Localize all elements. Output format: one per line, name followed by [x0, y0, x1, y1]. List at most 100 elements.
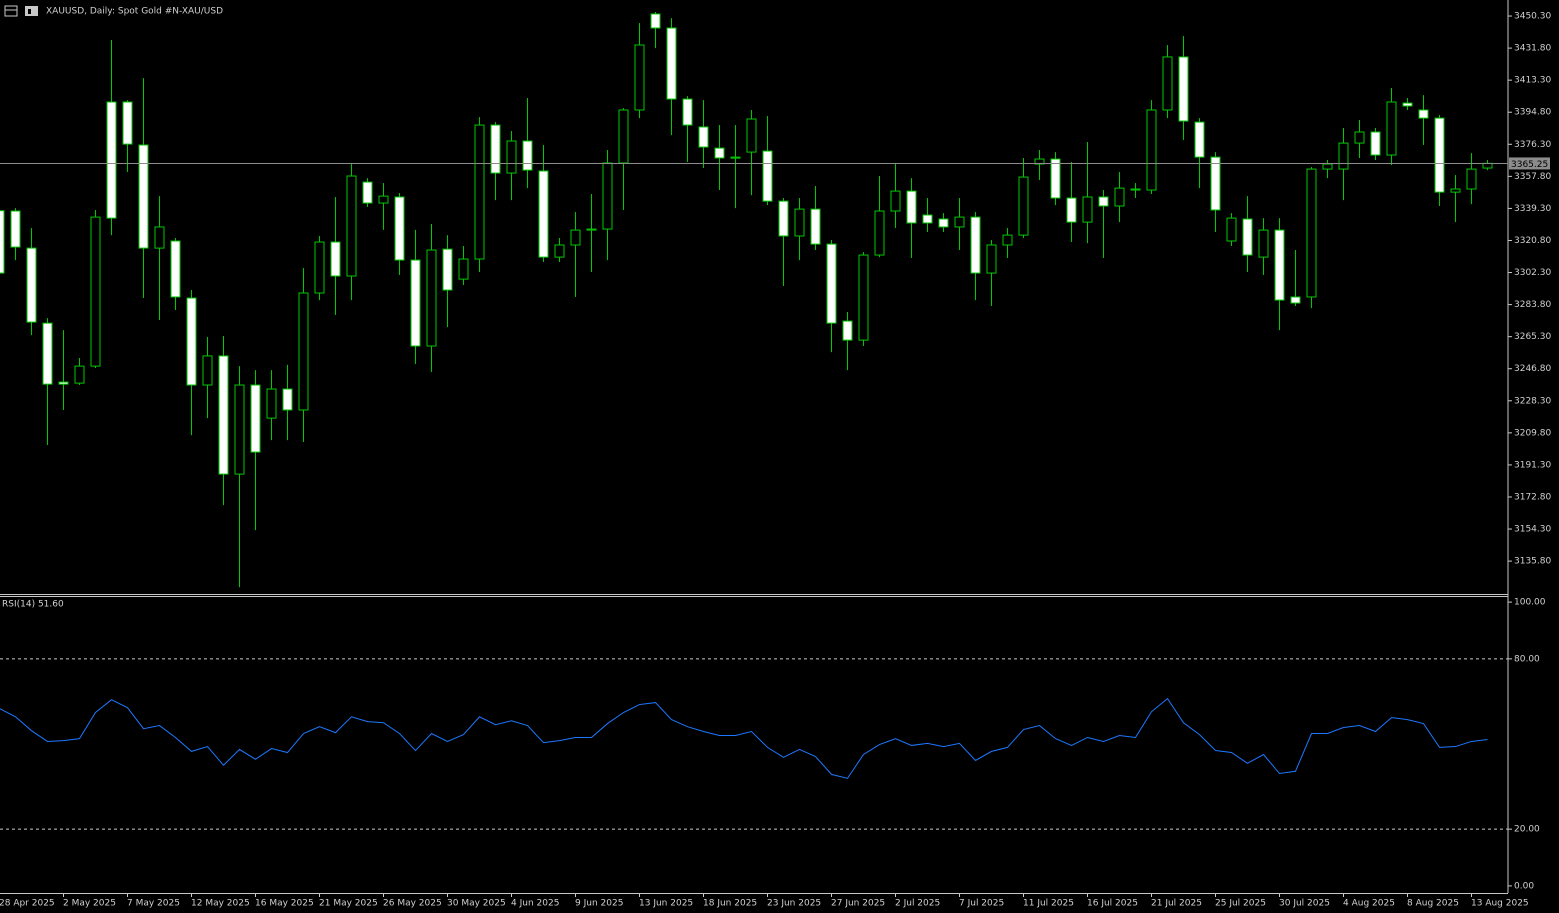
- y-tick-label: 3394.80: [1514, 108, 1551, 118]
- y-tick-label: 3320.80: [1514, 236, 1551, 246]
- y-tick-label: 3135.80: [1514, 557, 1551, 567]
- candle-body: [858, 254, 869, 341]
- y-tick-label: 3283.80: [1514, 300, 1551, 310]
- candle-body: [154, 226, 165, 249]
- indicator-title: RSI(14) 51.60: [2, 600, 64, 610]
- x-tick-label: 30 Jul 2025: [1279, 899, 1330, 909]
- y-tick-label: 3265.30: [1514, 332, 1551, 342]
- candle-body: [1130, 188, 1141, 191]
- x-tick-label: 2 Jul 2025: [895, 899, 940, 909]
- candle-body: [74, 365, 85, 384]
- candle-body: [42, 322, 53, 385]
- candle-body: [1050, 158, 1061, 199]
- candle-body: [170, 240, 181, 298]
- candle-body: [746, 118, 757, 153]
- x-tick-label: 7 Jul 2025: [959, 899, 1004, 909]
- y-tick-label: 3431.80: [1514, 44, 1551, 54]
- candle-body: [874, 210, 885, 256]
- candle-body: [218, 355, 229, 475]
- candle-body: [1402, 102, 1413, 107]
- candle-body: [1482, 162, 1493, 169]
- y-tick-label: 3154.30: [1514, 525, 1551, 535]
- candle-body: [10, 210, 21, 248]
- icon: [25, 6, 38, 16]
- x-tick-label: 11 Jul 2025: [1023, 899, 1074, 909]
- candle-body: [346, 175, 357, 277]
- x-tick-label: 4 Aug 2025: [1343, 899, 1395, 909]
- candle-body: [1466, 168, 1477, 190]
- candle-body: [1306, 168, 1317, 298]
- candle-body: [1370, 131, 1381, 156]
- y-tick-label: 3172.80: [1514, 492, 1551, 502]
- x-tick-label: 8 Aug 2025: [1407, 899, 1459, 909]
- y-tick-label: 3191.30: [1514, 460, 1551, 470]
- candle-body: [778, 200, 789, 237]
- candle-body: [1082, 196, 1093, 223]
- candle-body: [362, 181, 373, 204]
- candle-body: [282, 388, 293, 411]
- candle-body: [138, 144, 149, 249]
- candle-body: [1418, 109, 1429, 119]
- x-tick-label: 13 Aug 2025: [1471, 899, 1529, 909]
- candle-body: [1066, 197, 1077, 223]
- candle-body: [1354, 131, 1365, 144]
- candle-body: [714, 147, 725, 159]
- x-tick-label: 12 May 2025: [191, 899, 250, 909]
- candle-body: [794, 208, 805, 237]
- candle-body: [442, 248, 453, 291]
- candle-body: [682, 98, 693, 126]
- candle-body: [666, 27, 677, 100]
- candle-body: [298, 292, 309, 411]
- y-tick-label: 20.00: [1514, 825, 1540, 835]
- candle-body: [634, 44, 645, 111]
- candle-body: [890, 190, 901, 212]
- x-tick-label: 16 Jul 2025: [1087, 899, 1138, 909]
- candle-body: [730, 156, 741, 159]
- candle-body: [906, 190, 917, 224]
- candle-body: [650, 13, 661, 29]
- candle-body: [378, 195, 389, 204]
- x-tick-label: 18 Jun 2025: [703, 899, 757, 909]
- x-tick-label: 21 Jul 2025: [1151, 899, 1202, 909]
- candle-body: [26, 247, 37, 323]
- y-tick-label: 3339.30: [1514, 204, 1551, 214]
- candle-body: [1242, 218, 1253, 256]
- candle-body: [618, 109, 629, 164]
- candle-body: [106, 101, 117, 219]
- x-tick-label: 7 May 2025: [127, 899, 180, 909]
- candle-body: [1034, 158, 1045, 165]
- candle-body: [250, 384, 261, 453]
- y-tick-label: 3302.30: [1514, 268, 1551, 278]
- symbol-icons: [4, 5, 38, 17]
- candle-body: [922, 214, 933, 224]
- y-tick-label: 3450.30: [1514, 12, 1551, 22]
- y-tick-label: 80.00: [1514, 654, 1540, 664]
- candle-body: [1194, 121, 1205, 158]
- candle-body: [1450, 188, 1461, 193]
- candle-body: [122, 101, 133, 145]
- x-tick-label: 23 Jun 2025: [767, 899, 821, 909]
- candle-body: [58, 381, 69, 385]
- candle-body: [234, 384, 245, 475]
- candle-body: [0, 210, 5, 274]
- candle-body: [1322, 163, 1333, 170]
- candle-body: [1098, 196, 1109, 207]
- candle-body: [266, 388, 277, 419]
- candle-body: [186, 297, 197, 386]
- candle-body: [1018, 176, 1029, 236]
- y-tick-label: 100.00: [1514, 598, 1546, 608]
- candle-body: [570, 229, 581, 246]
- candle-body: [394, 196, 405, 261]
- candle-body: [810, 208, 821, 245]
- candle-body: [1274, 229, 1285, 301]
- x-tick-label: 2 May 2025: [63, 899, 116, 909]
- candle-body: [490, 124, 501, 174]
- candle-body: [602, 162, 613, 230]
- candle-body: [1434, 117, 1445, 193]
- candle-body: [1386, 101, 1397, 156]
- candle-body: [506, 140, 517, 174]
- candle-body: [698, 126, 709, 148]
